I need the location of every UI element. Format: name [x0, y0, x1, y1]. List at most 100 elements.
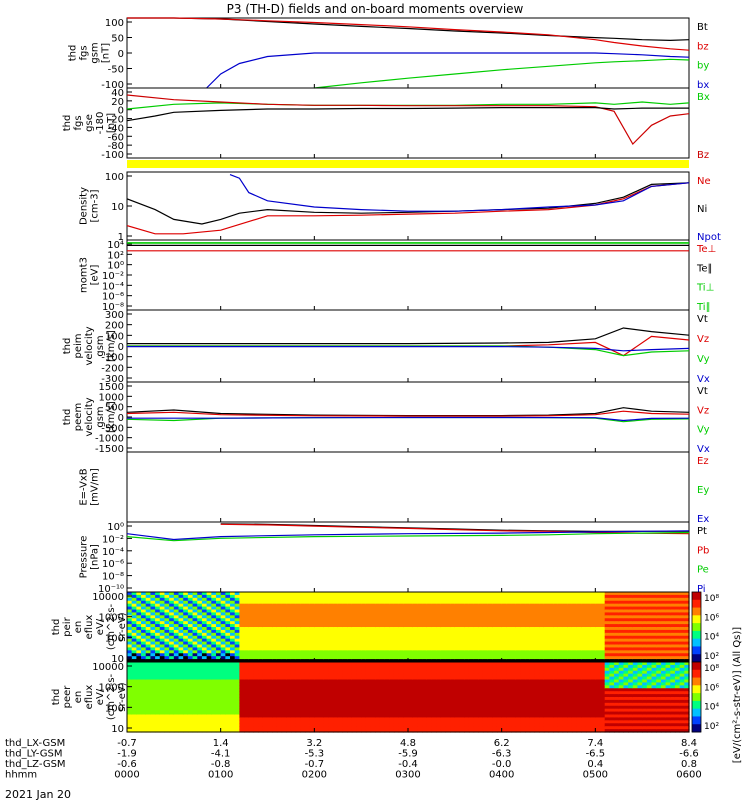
heatmap-cell	[384, 650, 390, 654]
heatmap-cell	[525, 618, 531, 622]
heatmap-cell	[304, 597, 311, 602]
heatmap-cell	[286, 694, 292, 698]
heatmap-cell	[646, 621, 653, 625]
heatmap-cell	[295, 638, 301, 643]
heatmap-cell	[244, 592, 250, 596]
heatmap-cell	[539, 594, 545, 599]
heatmap-cell	[562, 650, 568, 654]
heatmap-cell	[234, 726, 240, 730]
heatmap-cell	[365, 606, 372, 611]
heatmap-cell	[670, 632, 676, 637]
heatmap-cell	[159, 688, 166, 692]
heatmap-cell	[478, 699, 484, 704]
heatmap-cell	[595, 659, 601, 663]
heatmap-cell	[623, 621, 629, 625]
heatmap-cell	[445, 726, 451, 730]
heatmap-cell	[576, 659, 582, 663]
heatmap-cell	[159, 615, 166, 619]
heatmap-cell	[244, 615, 250, 619]
heatmap-cell	[370, 705, 376, 710]
heatmap-cell	[169, 664, 175, 669]
heatmap-cell	[445, 650, 451, 654]
heatmap-cell	[328, 606, 334, 611]
heatmap-cell	[389, 670, 395, 675]
heatmap-cell	[403, 685, 409, 689]
heatmap-cell	[431, 641, 437, 646]
heatmap-cell	[403, 729, 409, 733]
heatmap-cell	[206, 624, 212, 628]
heatmap-cell	[412, 600, 418, 605]
heatmap-cell	[150, 629, 156, 634]
heatmap-cell	[571, 632, 578, 637]
heatmap-cell	[436, 720, 442, 724]
heatmap-cell	[225, 691, 231, 695]
heatmap-cell	[220, 632, 226, 637]
heatmap-cell	[197, 697, 203, 701]
heatmap-cell	[145, 659, 152, 663]
heatmap-cell	[131, 600, 137, 605]
heatmap-cell	[379, 694, 386, 698]
heatmap-cell	[328, 647, 334, 651]
heatmap-cell	[192, 711, 198, 716]
heatmap-cell	[412, 618, 418, 622]
heatmap-cell	[276, 729, 283, 733]
heatmap-cell	[665, 603, 671, 608]
heatmap-cell	[487, 632, 493, 637]
series-line	[126, 530, 690, 541]
heatmap-cell	[379, 632, 386, 637]
heatmap-cell	[511, 594, 517, 599]
y-tick-label: 10	[111, 654, 124, 665]
heatmap-cell	[159, 641, 166, 646]
heatmap-cell	[253, 618, 259, 622]
heatmap-cell	[487, 659, 493, 663]
heatmap-cell	[412, 676, 418, 681]
heatmap-cell	[239, 705, 245, 710]
heatmap-cell	[646, 650, 653, 654]
y-label-line: thd	[51, 619, 62, 636]
heatmap-cell	[632, 612, 639, 616]
heatmap-cell	[393, 688, 400, 692]
heatmap-cell	[408, 612, 414, 616]
heatmap-cell	[379, 612, 386, 616]
colorbar-tick-label: 10⁶	[704, 613, 719, 623]
heatmap-cell	[365, 635, 372, 640]
heatmap-cell	[600, 641, 606, 646]
heatmap-cell	[417, 621, 423, 625]
heatmap-cell	[169, 726, 175, 730]
heatmap-cell	[651, 641, 657, 646]
heatmap-cell	[136, 621, 142, 625]
heatmap-cell	[267, 711, 273, 716]
heatmap-cell	[614, 656, 620, 660]
heatmap-cell	[422, 650, 428, 654]
heatmap-cell	[230, 664, 236, 669]
heatmap-cell	[496, 638, 503, 643]
heatmap-cell	[431, 714, 437, 719]
heatmap-cell	[637, 659, 643, 663]
heatmap-cell	[384, 711, 390, 716]
heatmap-cell	[384, 641, 390, 646]
heatmap-cell	[309, 603, 315, 608]
heatmap-cell	[187, 723, 194, 727]
heatmap-cell	[393, 627, 400, 631]
heatmap-cell	[239, 612, 245, 616]
heatmap-cell	[286, 603, 292, 608]
heatmap-cell	[351, 653, 358, 657]
heatmap-cell	[290, 685, 297, 689]
heatmap-cell	[379, 717, 386, 721]
heatmap-cell	[281, 592, 287, 596]
heatmap-cell	[206, 603, 212, 608]
heatmap-cell	[328, 702, 334, 707]
heatmap-cell	[295, 629, 301, 634]
heatmap-cell	[520, 659, 526, 663]
heatmap-cell	[595, 624, 601, 628]
heatmap-cell	[431, 667, 437, 672]
heatmap-cell	[286, 618, 292, 622]
heatmap-cell	[426, 592, 433, 596]
heatmap-cell	[417, 600, 423, 605]
heatmap-cell	[375, 708, 381, 713]
heatmap-cell	[337, 717, 344, 721]
heatmap-cell	[164, 641, 170, 646]
heatmap-cell	[408, 679, 414, 684]
heatmap-cell	[637, 641, 643, 646]
heatmap-cell	[450, 638, 456, 643]
